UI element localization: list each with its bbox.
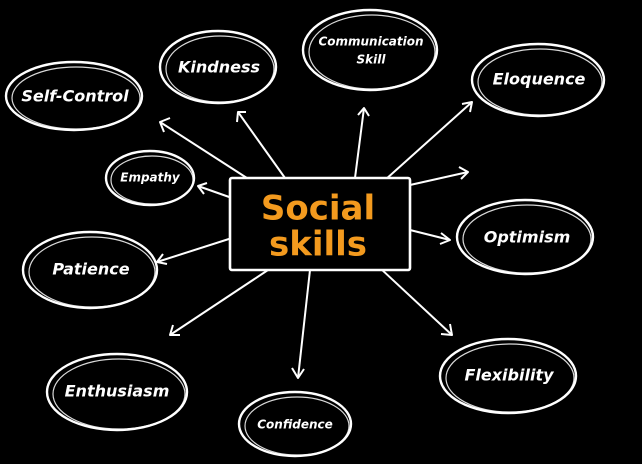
arrows (156, 101, 473, 379)
node-kindness: Kindness (158, 29, 278, 105)
arrow-self-control (159, 117, 251, 181)
arrow-eloquence (384, 101, 473, 181)
node-communication-skill: Communication Skill (301, 8, 439, 92)
arrow-empathy (197, 182, 233, 199)
arrow-confidence (291, 269, 311, 379)
arrow-enthusiasm (169, 269, 269, 336)
arrow-flexibility (379, 267, 453, 336)
node-patience: Patience (21, 230, 159, 310)
node-eloquence: Eloquence (470, 42, 606, 118)
label-patience: Patience (52, 260, 129, 279)
label-enthusiasm: Enthusiasm (65, 382, 170, 401)
node-empathy: Empathy (104, 149, 196, 207)
label-communication: Communication (318, 35, 423, 49)
node-confidence: Confidence (237, 390, 353, 458)
arrow-kindness (236, 111, 286, 179)
node-enthusiasm: Enthusiasm (45, 352, 189, 432)
label-flexibility: Flexibility (464, 366, 554, 385)
node-self-control: Self-Control (4, 60, 144, 132)
node-optimism: Optimism (455, 198, 595, 276)
center-box (228, 176, 412, 272)
node-flexibility: Flexibility (438, 337, 578, 415)
label-skill: Skill (357, 53, 387, 67)
arrow-patience (156, 237, 233, 265)
label-optimism: Optimism (484, 228, 571, 247)
arrow-communication (354, 107, 370, 179)
label-kindness: Kindness (178, 58, 260, 77)
center-node: Social skills (228, 176, 412, 272)
label-eloquence: Eloquence (493, 70, 586, 89)
arrow-optimism-2 (409, 229, 451, 245)
label-empathy: Empathy (120, 171, 181, 185)
center-line2: skills (269, 225, 367, 265)
arrow-optimism (409, 166, 469, 186)
label-self-control: Self-Control (21, 87, 129, 106)
center-line1: Social (261, 189, 375, 229)
label-confidence: Confidence (257, 418, 333, 432)
